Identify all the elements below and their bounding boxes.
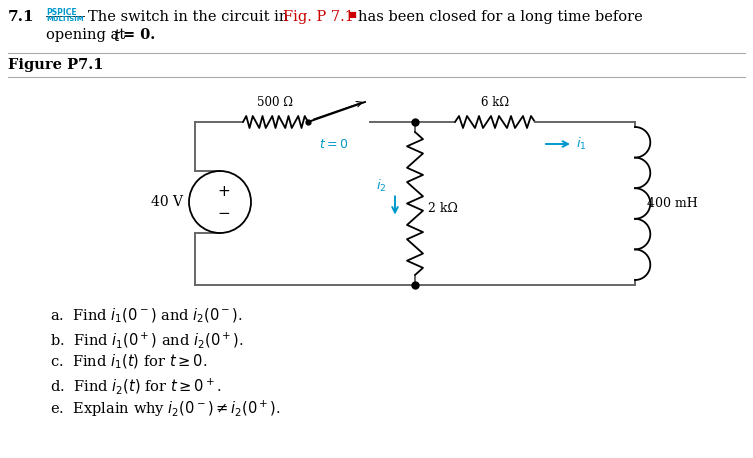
Text: d.  Find $i_2(t)$ for $t \geq 0^+$.: d. Find $i_2(t)$ for $t \geq 0^+$. xyxy=(50,376,221,396)
Text: −: − xyxy=(218,207,230,222)
Text: PSPICE: PSPICE xyxy=(46,8,77,17)
Text: opening at: opening at xyxy=(46,28,130,42)
Text: e.  Explain why $i_2(0^-) \neq i_2(0^+)$.: e. Explain why $i_2(0^-) \neq i_2(0^+)$. xyxy=(50,399,281,420)
Text: 400 mH: 400 mH xyxy=(647,197,698,210)
Text: c.  Find $i_1(t)$ for $t \geq 0$.: c. Find $i_1(t)$ for $t \geq 0$. xyxy=(50,353,207,371)
Text: Fig. P 7.1: Fig. P 7.1 xyxy=(283,10,354,24)
Text: has been closed for a long time before: has been closed for a long time before xyxy=(358,10,643,24)
Text: $i_2$: $i_2$ xyxy=(376,177,387,194)
Text: ■: ■ xyxy=(348,10,356,19)
Text: 40 V: 40 V xyxy=(151,195,183,209)
Text: MULTISIM: MULTISIM xyxy=(46,16,84,22)
Text: 7.1: 7.1 xyxy=(8,10,35,24)
Text: $i_1$: $i_1$ xyxy=(576,136,587,152)
Text: 500 Ω: 500 Ω xyxy=(258,96,294,109)
Text: = 0.: = 0. xyxy=(123,28,155,42)
Text: $t$: $t$ xyxy=(113,28,121,44)
Text: The switch in the circuit in: The switch in the circuit in xyxy=(88,10,293,24)
Text: Figure P7.1: Figure P7.1 xyxy=(8,58,103,72)
Text: 6 kΩ: 6 kΩ xyxy=(481,96,509,109)
Text: b.  Find $i_1(0^+)$ and $i_2(0^+)$.: b. Find $i_1(0^+)$ and $i_2(0^+)$. xyxy=(50,330,243,350)
Text: 2 kΩ: 2 kΩ xyxy=(428,202,458,215)
Text: $t=0$: $t=0$ xyxy=(319,138,349,151)
Text: +: + xyxy=(218,185,230,200)
Text: a.  Find $i_1(0^-)$ and $i_2(0^-)$.: a. Find $i_1(0^-)$ and $i_2(0^-)$. xyxy=(50,307,242,325)
